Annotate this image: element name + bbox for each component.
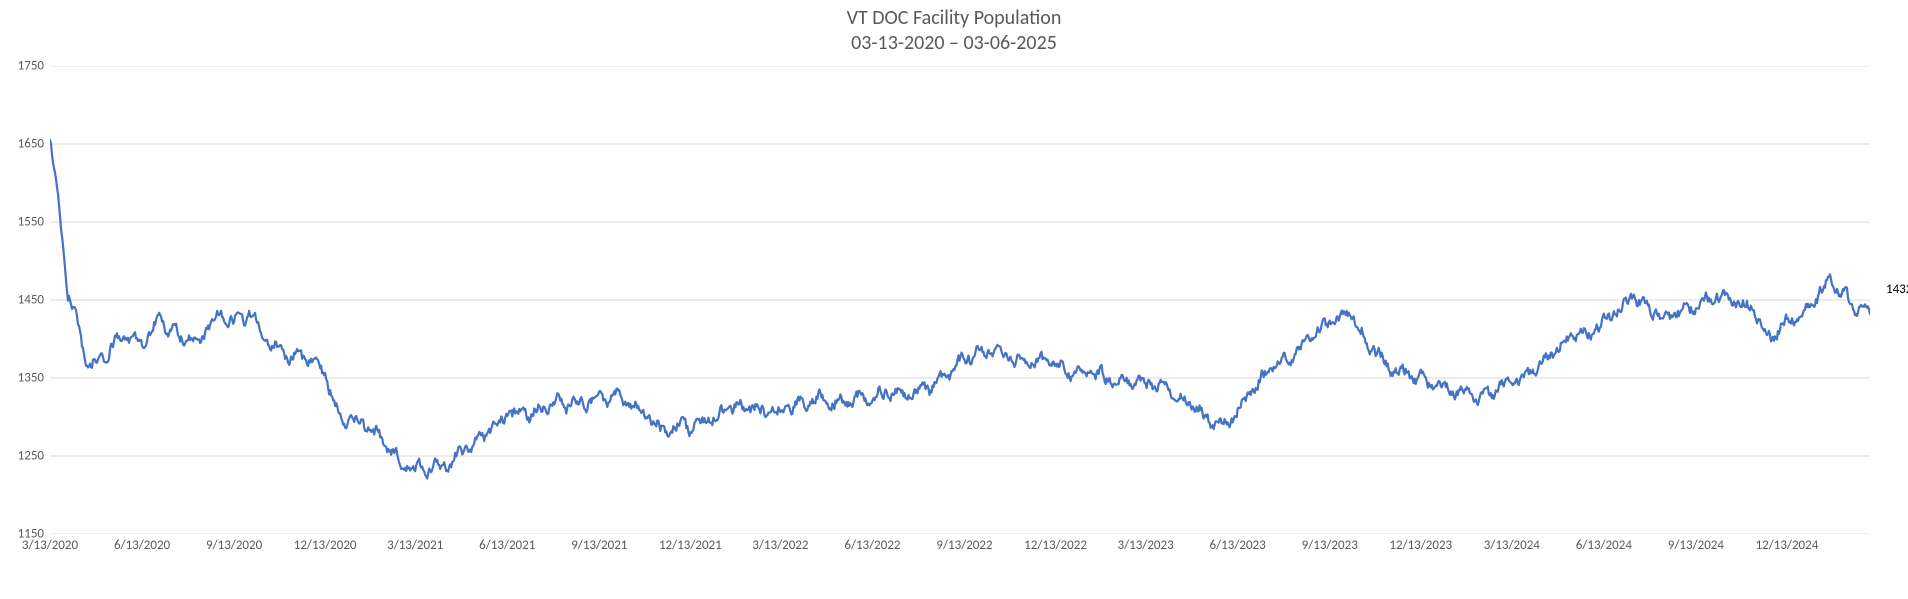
y-tick-label: 1750 [18,59,50,74]
x-tick-label: 12/13/2020 [294,534,357,553]
x-tick-label: 12/13/2021 [659,534,722,553]
y-tick-label: 1350 [18,371,50,386]
x-tick-label: 9/13/2021 [571,534,627,553]
chart-title-line2: 03-13-2020 – 03-06-2025 [0,31,1908,56]
population-chart: VT DOC Facility Population 03-13-2020 – … [0,0,1908,599]
x-tick-label: 12/13/2022 [1024,534,1087,553]
chart-title-line1: VT DOC Facility Population [0,6,1908,31]
x-tick-label: 3/13/2021 [387,534,443,553]
x-tick-label: 9/13/2020 [206,534,262,553]
x-tick-label: 6/13/2022 [844,534,900,553]
x-tick-label: 3/13/2020 [22,534,78,553]
x-tick-label: 6/13/2021 [479,534,535,553]
x-tick-label: 6/13/2023 [1210,534,1266,553]
x-tick-label: 9/13/2024 [1668,534,1724,553]
x-tick-label: 6/13/2024 [1576,534,1632,553]
x-tick-label: 3/13/2022 [752,534,808,553]
x-tick-label: 9/13/2023 [1302,534,1358,553]
chart-title-block: VT DOC Facility Population 03-13-2020 – … [0,6,1908,56]
series-end-label: 1432 [1886,282,1908,297]
x-tick-label: 3/13/2023 [1118,534,1174,553]
x-tick-label: 6/13/2020 [114,534,170,553]
x-tick-label: 12/13/2023 [1389,534,1452,553]
plot-svg [50,66,1870,534]
y-tick-label: 1450 [18,293,50,308]
y-tick-label: 1250 [18,449,50,464]
x-tick-label: 9/13/2022 [936,534,992,553]
x-tick-label: 12/13/2024 [1756,534,1819,553]
plot-area: 11501250135014501550165017503/13/20206/1… [50,66,1870,534]
x-tick-label: 3/13/2024 [1484,534,1540,553]
y-tick-label: 1550 [18,215,50,230]
y-tick-label: 1650 [18,137,50,152]
